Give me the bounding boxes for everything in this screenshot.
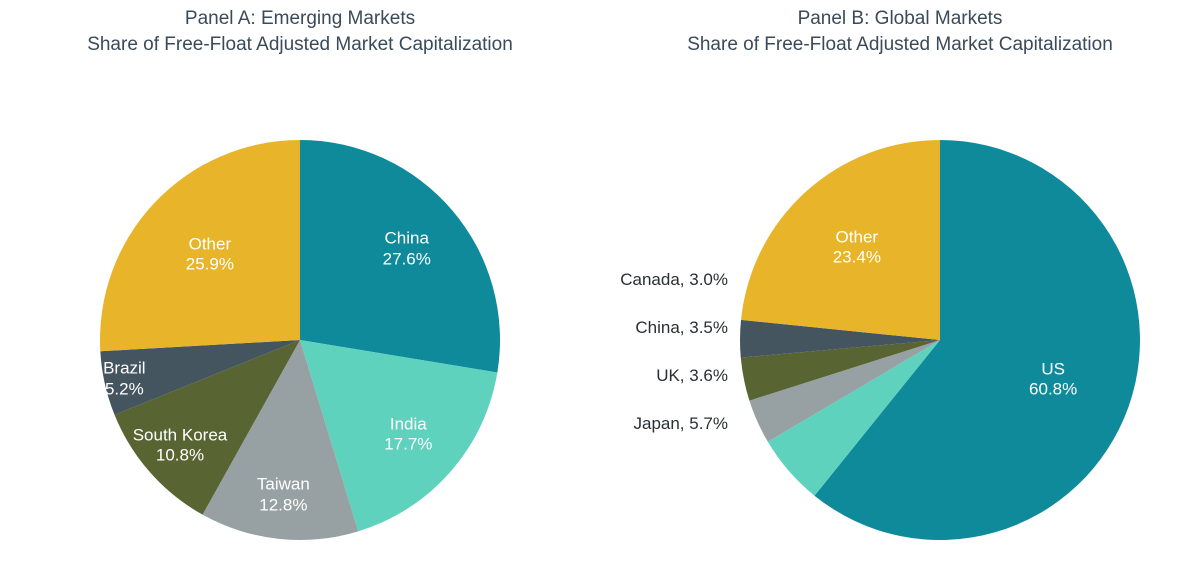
slice-label-value: 12.8%: [259, 495, 307, 514]
slice-label-value: 23.4%: [833, 248, 881, 267]
slice-label-name: South Korea: [133, 425, 228, 444]
panel-b: Panel B: Global Markets Share of Free-Fl…: [600, 0, 1200, 573]
slice-label-name: China: [385, 229, 429, 248]
slice-label-name: Brazil: [103, 359, 146, 378]
slice-ext-label-china: China, 3.5%: [600, 318, 728, 338]
slice-label-south-korea: South Korea 10.8%: [133, 425, 228, 466]
slice-label-brazil: Brazil5.2%: [103, 359, 146, 400]
slice-label-value: 25.9%: [186, 255, 234, 274]
slice-label-value: 10.8%: [156, 446, 204, 465]
slice-ext-label-uk: UK, 3.6%: [600, 366, 728, 386]
slice-ext-label-text: China, 3.5%: [635, 318, 728, 337]
slice-label-china: China27.6%: [383, 229, 431, 270]
slice-ext-label-canada: Canada, 3.0%: [600, 270, 728, 290]
slice-label-us: US60.8%: [1029, 360, 1077, 401]
slice-label-taiwan: Taiwan12.8%: [257, 475, 310, 516]
slice-label-other: Other23.4%: [833, 228, 881, 269]
slice-label-india: India 17.7%: [384, 414, 432, 455]
slice-label-name: Other: [189, 234, 232, 253]
slice-ext-label-text: Japan, 5.7%: [633, 414, 728, 433]
slice-label-name: Taiwan: [257, 475, 310, 494]
chart-wrap: Panel A: Emerging Markets Share of Free-…: [0, 0, 1200, 573]
slice-label-name: India: [390, 414, 427, 433]
slice-label-value: 27.6%: [383, 249, 431, 268]
slice-label-other: Other 25.9%: [186, 234, 234, 275]
slice-label-value: 17.7%: [384, 435, 432, 454]
slice-label-value: 5.2%: [105, 379, 144, 398]
slice-label-name: US: [1041, 360, 1065, 379]
slice-ext-label-japan: Japan, 5.7%: [600, 414, 728, 434]
slice-label-name: Other: [836, 228, 879, 247]
slice-ext-label-text: Canada, 3.0%: [620, 270, 728, 289]
slice-ext-label-text: UK, 3.6%: [656, 366, 728, 385]
slice-label-value: 60.8%: [1029, 380, 1077, 399]
panel-a: Panel A: Emerging Markets Share of Free-…: [0, 0, 600, 573]
